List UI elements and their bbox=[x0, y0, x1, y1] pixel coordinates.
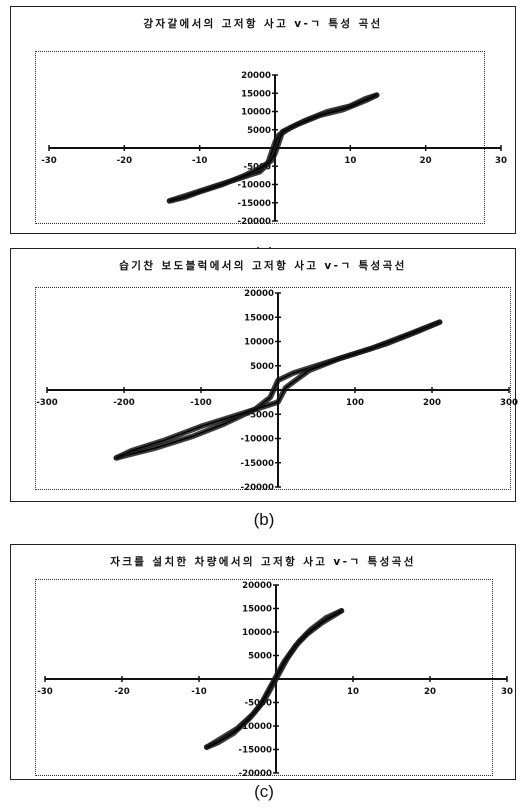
y-tick-label: 15000 bbox=[242, 605, 272, 615]
chart-title: 습기찬 보도블럭에서의 고저항 사고 v-ㄱ 특성곡선 bbox=[119, 260, 407, 272]
plot-area bbox=[35, 51, 485, 224]
y-tick-label: 15000 bbox=[244, 313, 274, 323]
y-tick-label: 20000 bbox=[244, 289, 274, 299]
chart-panel-a: 강자갈에서의 고저항 사고 v-ㄱ 특성 곡선 -30 -20 -10 10 20 30 -… bbox=[10, 6, 516, 234]
chart-panel-b: 습기찬 보도블럭에서의 고저항 사고 v-ㄱ 특성곡선 -300 -200 -100… bbox=[10, 248, 518, 502]
y-tick-label: 20000 bbox=[242, 581, 272, 591]
x-tick-label: 100 bbox=[346, 398, 364, 408]
chart-title: 강자갈에서의 고저항 사고 v-ㄱ 특성 곡선 bbox=[143, 18, 383, 30]
x-tick-label: -30 bbox=[41, 156, 57, 166]
y-tick-label: 15000 bbox=[241, 89, 271, 99]
x-tick-label: -30 bbox=[37, 687, 53, 697]
y-tick-label: -5000 bbox=[247, 410, 275, 420]
x-tick-label: -10 bbox=[192, 156, 208, 166]
caption-b: (b) bbox=[253, 510, 275, 529]
x-tick-label: -20 bbox=[117, 156, 133, 166]
y-tick-label: -15000 bbox=[241, 459, 274, 469]
x-tick-label: 20 bbox=[420, 156, 432, 166]
y-tick-label: 10000 bbox=[244, 338, 274, 348]
x-tick-label: -200 bbox=[113, 398, 135, 408]
x-tick-label: -100 bbox=[190, 398, 212, 408]
chart-b: -300 -200 -100 100 200 300 -20000 -15000 -10000 -… bbox=[36, 289, 518, 493]
x-tick-label: -300 bbox=[36, 398, 58, 408]
chart-panel-c: 자크를 설치한 차량에서의 고저항 사고 v-ㄱ 특성곡선 -30 -20 -10 1… bbox=[10, 544, 516, 780]
chart-title: 자크를 설치한 차량에서의 고저항 사고 v-ㄱ 특성곡선 bbox=[110, 556, 416, 568]
y-tick-label: -10000 bbox=[239, 722, 272, 732]
x-tick-label: 10 bbox=[347, 687, 359, 697]
y-tick-label: 5000 bbox=[248, 652, 272, 662]
chart-a: -30 -20 -10 10 20 30-20000-15000-10000-500050… bbox=[41, 71, 507, 227]
plot-area bbox=[35, 579, 493, 776]
series-line-1 bbox=[169, 94, 378, 202]
x-tick-label: 30 bbox=[495, 156, 507, 166]
series-line-1 bbox=[115, 321, 440, 459]
y-tick-label: 5000 bbox=[247, 126, 271, 136]
y-tick-label: -20000 bbox=[238, 217, 271, 227]
x-tick-label: 10 bbox=[344, 156, 356, 166]
series-line-1 bbox=[206, 610, 342, 748]
x-tick-label: 300 bbox=[500, 398, 518, 408]
y-tick-label: -20000 bbox=[239, 769, 272, 779]
x-tick-label: 200 bbox=[423, 398, 441, 408]
y-tick-label: -10000 bbox=[238, 181, 271, 191]
y-tick-label: -15000 bbox=[238, 199, 271, 209]
chart-c: -30 -20 -10 10 20 30-20000-15000-10000-500050… bbox=[37, 581, 513, 779]
caption-c: (c) bbox=[254, 782, 274, 801]
y-tick-label: 5000 bbox=[250, 362, 274, 372]
plot-area bbox=[35, 287, 511, 490]
x-tick-label: -10 bbox=[191, 687, 207, 697]
y-tick-label: -20000 bbox=[241, 483, 274, 493]
x-tick-label: 20 bbox=[424, 687, 436, 697]
y-tick-label: 10000 bbox=[241, 108, 271, 118]
y-tick-label: -15000 bbox=[239, 746, 272, 756]
x-tick-label: 30 bbox=[501, 687, 513, 697]
x-tick-label: -20 bbox=[114, 687, 130, 697]
y-tick-label: 20000 bbox=[241, 71, 271, 81]
y-tick-label: -10000 bbox=[241, 435, 274, 445]
y-tick-label: 10000 bbox=[242, 628, 272, 638]
